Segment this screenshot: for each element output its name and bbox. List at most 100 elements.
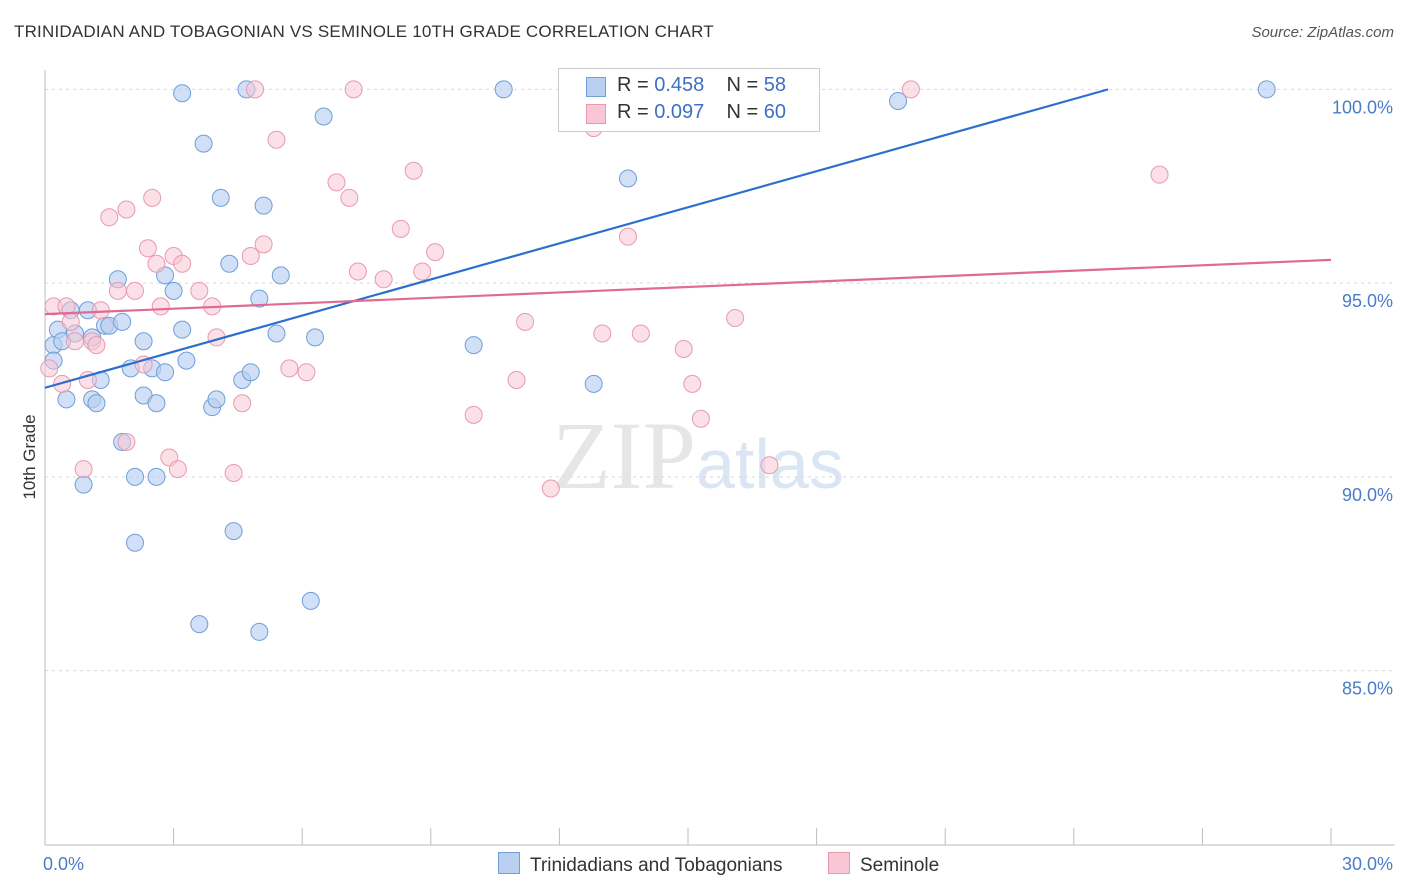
data-point-trinidadians	[250, 622, 269, 641]
data-point-seminole	[233, 394, 252, 413]
axis-labels: 85.0% 90.0% 95.0% 100.0% 0.0% 30.0% 10th Grade	[20, 97, 1393, 874]
data-point-seminole	[173, 254, 192, 273]
data-point-trinidadians	[306, 328, 325, 347]
data-point-trinidadians	[126, 467, 145, 486]
data-point-seminole	[541, 479, 560, 498]
y-axis-label: 10th Grade	[20, 414, 39, 499]
data-point-seminole	[147, 254, 166, 273]
legend-r-value: 0.458	[654, 74, 705, 96]
legend-r-label: R =	[617, 101, 655, 123]
y-tick-label: 100.0%	[1332, 97, 1393, 117]
data-point-seminole	[117, 200, 136, 219]
legend-n-value: 58	[763, 74, 787, 96]
y-tick-label: 95.0%	[1342, 291, 1393, 311]
data-point-seminole	[348, 262, 367, 281]
watermark-zip: ZIP	[552, 402, 696, 509]
data-point-seminole	[267, 130, 286, 149]
x-tick-label: 0.0%	[43, 854, 84, 874]
data-point-seminole	[327, 173, 346, 192]
bottom-legend-label: Trinidadians and Tobagonians	[530, 855, 783, 876]
data-point-seminole	[1150, 165, 1169, 184]
data-point-seminole	[117, 433, 136, 451]
data-point-seminole	[593, 324, 612, 343]
data-point-seminole	[464, 405, 483, 424]
data-point-trinidadians	[271, 266, 290, 285]
data-point-trinidadians	[190, 615, 209, 634]
correlation-legend: R = 0.458 N = 58 R = 0.097 N = 60	[558, 68, 820, 132]
data-point-trinidadians	[113, 312, 132, 331]
data-point-trinidadians	[314, 107, 333, 126]
y-tick-label: 85.0%	[1342, 679, 1393, 699]
data-point-trinidadians	[889, 92, 908, 110]
data-point-trinidadians	[211, 188, 230, 207]
y-tick-label: 90.0%	[1342, 485, 1393, 505]
legend-row-trinidadians: R = 0.458 N = 58	[559, 74, 819, 100]
data-point-seminole	[66, 332, 85, 351]
data-point-seminole	[224, 464, 243, 482]
chart-title: TRINIDADIAN AND TOBAGONIAN VS SEMINOLE 1…	[14, 22, 714, 41]
data-point-seminole	[340, 188, 359, 207]
data-point-trinidadians	[1257, 80, 1276, 99]
data-point-trinidadians	[194, 134, 213, 153]
data-point-seminole	[760, 456, 779, 475]
data-point-trinidadians	[250, 289, 269, 308]
data-point-seminole	[254, 235, 273, 254]
source-label: Source: ZipAtlas.com	[1251, 24, 1394, 41]
data-point-trinidadians	[177, 351, 196, 370]
data-point-seminole	[391, 219, 410, 238]
legend-swatch-blue	[586, 77, 606, 97]
data-point-seminole	[87, 336, 106, 355]
data-point-trinidadians	[164, 281, 183, 300]
data-point-seminole	[190, 281, 209, 300]
series-trinidadians-points	[44, 80, 1276, 641]
data-point-seminole	[507, 371, 526, 389]
data-point-seminole	[901, 80, 920, 99]
series-seminole-points	[40, 80, 1169, 498]
data-point-seminole	[241, 247, 260, 265]
data-point-seminole	[374, 270, 393, 289]
data-point-seminole	[246, 80, 265, 99]
data-point-seminole	[78, 371, 97, 389]
data-point-seminole	[108, 281, 127, 300]
data-point-seminole	[683, 374, 702, 393]
data-point-trinidadians	[134, 332, 153, 351]
trend-lines	[44, 88, 1332, 389]
legend-n-value: 60	[763, 101, 787, 123]
data-point-trinidadians	[464, 336, 483, 355]
data-point-seminole	[280, 359, 299, 378]
data-point-trinidadians	[147, 467, 166, 486]
bottom-legend-trinidadians: Trinidadians and Tobagonians	[498, 852, 782, 877]
data-point-trinidadians	[173, 320, 192, 339]
data-point-trinidadians	[224, 522, 243, 541]
data-point-trinidadians	[267, 324, 286, 343]
data-point-seminole	[426, 243, 445, 262]
data-point-seminole	[100, 208, 119, 227]
data-point-seminole	[674, 340, 693, 358]
data-point-seminole	[151, 297, 170, 316]
data-point-seminole	[61, 312, 80, 331]
data-point-trinidadians	[156, 363, 175, 382]
watermark: ZIPatlas	[552, 400, 844, 511]
data-point-trinidadians	[241, 363, 260, 382]
data-point-trinidadians	[301, 591, 320, 610]
data-point-trinidadians	[220, 254, 239, 273]
legend-row-seminole: R = 0.097 N = 60	[559, 101, 819, 127]
bottom-legend-label: Seminole	[860, 855, 940, 876]
bottom-legend-swatch-blue	[498, 852, 520, 874]
data-point-trinidadians	[207, 390, 226, 409]
data-point-trinidadians	[126, 533, 145, 552]
data-point-seminole	[91, 301, 110, 320]
data-point-seminole	[74, 460, 93, 479]
data-point-trinidadians	[494, 80, 513, 99]
data-point-seminole	[168, 460, 187, 479]
data-point-seminole	[404, 161, 423, 180]
trend-line-seminole	[44, 258, 1332, 316]
data-point-trinidadians	[74, 475, 93, 494]
data-point-seminole	[516, 312, 535, 331]
legend-n-label: N =	[726, 74, 764, 96]
bottom-legend-swatch-pink	[828, 852, 850, 874]
data-point-seminole	[40, 359, 59, 378]
data-point-seminole	[618, 227, 637, 246]
data-point-seminole	[126, 281, 145, 300]
legend-r-value: 0.097	[654, 101, 705, 123]
